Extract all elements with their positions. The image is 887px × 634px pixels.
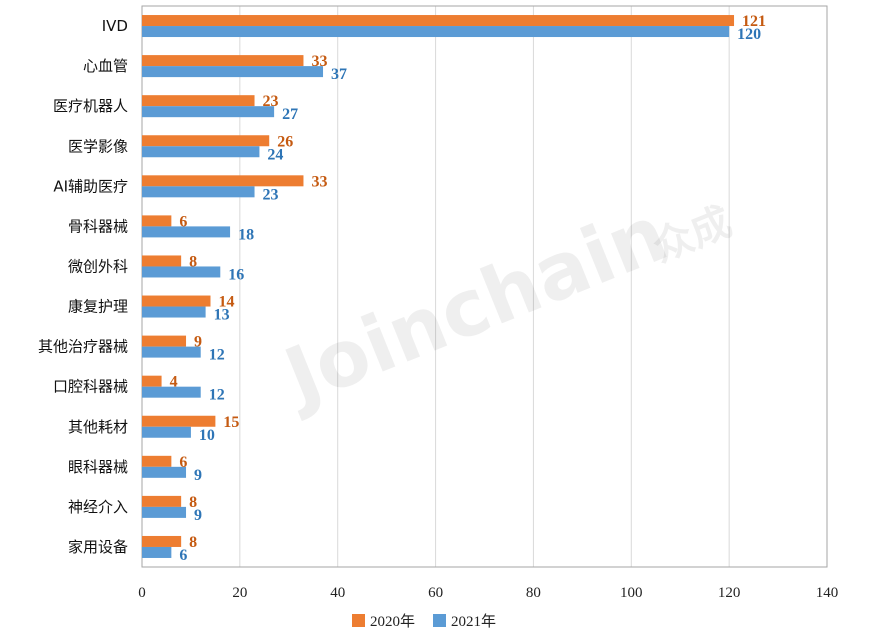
x-tick-label: 120 <box>718 585 741 601</box>
x-tick-labels: 0 20 40 60 80 100 120 140 <box>138 585 838 601</box>
category-label: 医学影像 <box>68 137 128 155</box>
data-label-2021: 16 <box>228 266 244 283</box>
x-tick-label: 40 <box>330 585 345 601</box>
data-label-2020: 26 <box>277 133 293 150</box>
category-label: 骨科器械 <box>68 217 128 235</box>
x-tick-label: 80 <box>526 585 541 601</box>
bar-2020 <box>142 15 735 27</box>
data-label-2021: 12 <box>209 387 225 404</box>
data-label-2021: 37 <box>331 66 347 83</box>
data-label-2021: 9 <box>194 507 202 524</box>
data-label-2020: 33 <box>311 53 327 70</box>
x-tick-label: 100 <box>620 585 643 601</box>
bar-2021 <box>142 146 260 158</box>
data-label-2020: 14 <box>219 294 235 311</box>
category-label: IVD <box>102 17 128 35</box>
data-label-2021: 6 <box>179 547 187 564</box>
bar-2020 <box>142 135 270 147</box>
bar-2020 <box>142 415 216 427</box>
bar-2021 <box>142 266 221 278</box>
gridlines <box>239 6 730 567</box>
data-label-2021: 120 <box>737 26 761 43</box>
bar-2020 <box>142 335 187 347</box>
data-label-2020: 23 <box>263 93 279 110</box>
bar-2020 <box>142 295 211 307</box>
data-label-2021: 24 <box>267 146 283 163</box>
bar-2020 <box>142 175 304 187</box>
bar-2020 <box>142 95 255 107</box>
category-label: 神经介入 <box>68 498 128 516</box>
data-label-2020: 121 <box>742 13 766 30</box>
x-tick-label: 140 <box>816 585 839 601</box>
bar-2020 <box>142 375 162 387</box>
plot-frame <box>141 5 828 568</box>
category-label: 康复护理 <box>68 298 128 316</box>
x-tick-label: 20 <box>232 585 247 601</box>
bar-2021 <box>142 506 187 518</box>
data-label-2020: 9 <box>194 334 202 351</box>
data-label-2021: 23 <box>263 186 279 203</box>
category-label: AI辅助医疗 <box>53 177 128 195</box>
bar-2021 <box>142 186 255 198</box>
bar-2020 <box>142 455 172 467</box>
bar-2021 <box>142 26 730 38</box>
bar-2021 <box>142 346 201 358</box>
value-labels: 1211203337232726243323618816141391241215… <box>170 13 766 564</box>
bar-2021 <box>142 426 191 438</box>
bar-2020 <box>142 255 182 267</box>
bar-2020 <box>142 55 304 67</box>
category-label: 医疗机器人 <box>53 97 128 115</box>
bar-2020 <box>142 495 182 507</box>
bar-2021 <box>142 386 201 398</box>
category-label: 微创外科 <box>68 257 128 275</box>
category-label: 家用设备 <box>68 538 128 556</box>
legend-swatch-2020 <box>352 614 365 627</box>
data-label-2020: 15 <box>223 414 239 431</box>
bar-2020 <box>142 215 172 227</box>
bar-2021 <box>142 66 324 78</box>
category-label: 眼科器械 <box>68 458 128 476</box>
data-label-2020: 33 <box>311 173 327 190</box>
watermark-text: Joinchain <box>269 189 680 425</box>
category-label: 心血管 <box>83 57 128 75</box>
bar-2021 <box>142 306 206 318</box>
data-label-2021: 10 <box>199 427 215 444</box>
data-label-2020: 6 <box>179 454 187 471</box>
watermark: Joinchain 众成 <box>269 189 738 425</box>
x-tick-label: 0 <box>138 585 146 601</box>
legend: 2020年 2021年 <box>352 613 496 630</box>
bar-2021 <box>142 106 275 118</box>
bar-2021 <box>142 466 187 478</box>
category-label: 其他治疗器械 <box>38 338 128 356</box>
category-label: 口腔科器械 <box>53 378 128 396</box>
bar-2021 <box>142 226 231 238</box>
data-label-2021: 13 <box>214 307 230 324</box>
x-tick-label: 60 <box>428 585 443 601</box>
data-label-2021: 12 <box>209 347 225 364</box>
legend-swatch-2021 <box>433 614 446 627</box>
category-label: 其他耗材 <box>68 418 128 436</box>
data-label-2020: 4 <box>170 374 178 391</box>
bar-2020 <box>142 535 182 547</box>
data-label-2020: 8 <box>189 253 197 270</box>
data-label-2020: 8 <box>189 534 197 551</box>
legend-label-2021: 2021年 <box>451 613 496 630</box>
data-label-2020: 8 <box>189 494 197 511</box>
bars <box>142 15 735 558</box>
data-label-2021: 27 <box>282 106 298 123</box>
data-label-2020: 6 <box>179 213 187 230</box>
watermark-text-cn: 众成 <box>647 199 738 272</box>
bar-2021 <box>142 546 172 558</box>
data-label-2021: 9 <box>194 467 202 484</box>
data-label-2021: 18 <box>238 226 254 243</box>
legend-label-2020: 2020年 <box>370 613 415 630</box>
